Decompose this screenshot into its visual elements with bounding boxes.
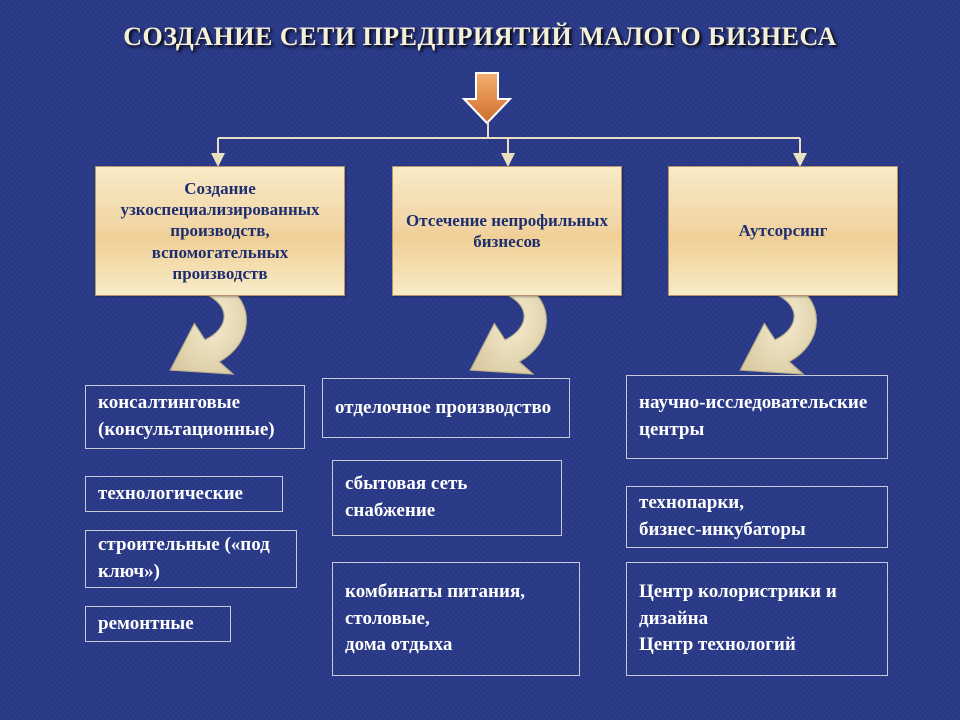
box-food: комбинаты питания,столовые,дома отдыха <box>332 562 580 676</box>
box-build: строительные («под ключ») <box>85 530 297 588</box>
card-cutoff: Отсечение непрофильных бизнесов <box>392 166 622 296</box>
box-line: Центр технологий <box>639 632 875 659</box>
card-outsourcing: Аутсорсинг <box>668 166 898 296</box>
title-arrow-icon <box>464 73 510 123</box>
connector-tree <box>218 122 800 160</box>
box-design: Центр колористрики и дизайнаЦентр технол… <box>626 562 888 676</box>
slide-title: СОЗДАНИЕ СЕТИ ПРЕДПРИЯТИЙ МАЛОГО БИЗНЕСА <box>0 22 960 52</box>
box-line: столовые, <box>345 606 567 633</box>
box-line: Центр колористрики и дизайна <box>639 579 875 632</box>
box-line: отделочное производство <box>335 395 557 422</box>
box-tech: технологические <box>85 476 283 512</box>
box-technopark: технопарки, бизнес-инкубаторы <box>626 486 888 548</box>
box-consulting: консалтинговые (консультационные) <box>85 385 305 449</box>
box-line: дома отдыха <box>345 632 567 659</box>
box-line: бизнес-инкубаторы <box>639 517 875 544</box>
box-line: ремонтные <box>98 611 218 638</box>
box-line: комбинаты питания, <box>345 579 567 606</box>
box-line: технопарки, <box>639 490 875 517</box>
box-finishing: отделочное производство <box>322 378 570 438</box>
box-line: консалтинговые (консультационные) <box>98 390 292 443</box>
box-line: сбытовая сеть <box>345 471 549 498</box>
box-supply: сбытовая сетьснабжение <box>332 460 562 536</box>
box-science: научно-исследовательские центры <box>626 375 888 459</box>
box-line: научно-исследовательские центры <box>639 390 875 443</box>
box-line: технологические <box>98 481 270 508</box>
box-repair: ремонтные <box>85 606 231 642</box>
card-specialized: Создание узкоспециализированных производ… <box>95 166 345 296</box>
box-line: снабжение <box>345 498 549 525</box>
box-line: строительные («под ключ») <box>98 532 284 585</box>
